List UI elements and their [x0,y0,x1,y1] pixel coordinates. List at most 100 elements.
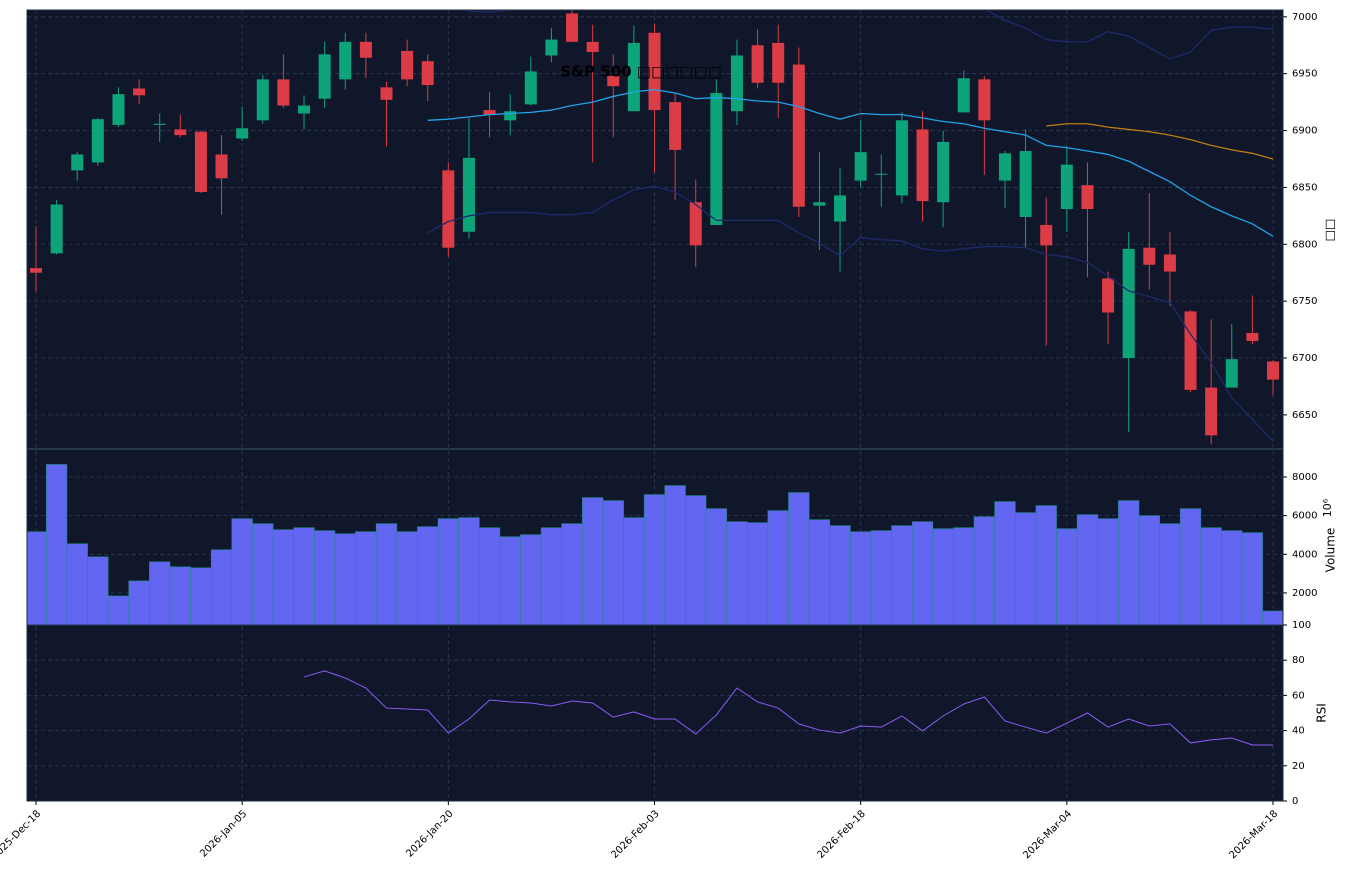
y-tick-label: 6700 [1292,353,1317,364]
candle-body [834,195,847,222]
volume-bar [1056,528,1078,625]
volume-bar [417,526,439,625]
candle-body [1143,247,1156,265]
x-tick-label: 2026-Feb-03 [609,808,661,860]
volume-bar [458,517,480,625]
volume-bar [272,529,295,625]
candle-body [71,154,84,171]
volume-bar [87,556,109,625]
candle-body [153,123,166,125]
y-tick-label: 7000 [1292,12,1317,23]
candle-body [277,79,290,106]
candle-body [1163,254,1176,272]
volume-bar [66,543,88,625]
candle-body [957,78,970,113]
candle-body [978,79,991,121]
volume-bar [128,580,150,625]
volume-bar [1241,532,1263,625]
candle-body [669,102,682,150]
candle-body [524,71,537,105]
candle-body [854,152,867,181]
volume-bar [664,485,686,625]
volume-bar [973,516,995,625]
volume-bar [911,521,934,625]
y-tick-label: 6800 [1292,239,1317,250]
candle-body [1019,151,1032,217]
volume-bar [396,531,418,625]
volume-bar [107,595,130,625]
volume-bar [623,517,645,625]
candle-body [1205,387,1218,436]
candles [30,10,1279,445]
candle-body [1246,332,1259,341]
candle-body [586,41,599,53]
overlay-line [427,88,1274,237]
candle-body [504,111,517,121]
y-tick-label: 6750 [1292,296,1317,307]
candle-body [772,42,785,83]
volume-bar [767,510,789,625]
candle-body [1060,164,1073,210]
y-axis-label: Volume [1324,528,1338,573]
volume-bar [334,533,356,625]
plot-layer [27,10,1283,802]
candle-body [359,41,372,58]
volume-bar [953,527,975,625]
candle-body [545,39,558,56]
candle-body [792,64,805,207]
candle-body [133,88,146,96]
candle-body [339,41,352,80]
candle-body [1102,278,1115,313]
candle-body [256,79,269,121]
volume-bar [437,518,459,625]
y-tick-label: 20 [1292,761,1305,772]
candle-body [174,129,187,136]
y-tick-label: 8000 [1292,472,1317,483]
volume-bar [932,528,954,625]
x-tick-label: 2026-Jan-20 [404,808,455,859]
volume-bar [169,566,191,625]
x-tick-label: 2025-Dec-18 [0,808,43,862]
volume-bar [788,492,810,625]
y-tick-label: 6000 [1292,511,1317,522]
y-tick-label: 80 [1292,655,1305,666]
candle-body [91,119,104,163]
candle-body [998,153,1011,181]
candle-body [442,170,455,248]
candle-body [1040,224,1053,246]
candle-body [710,93,723,225]
volume-bar [355,531,377,625]
candle-body [483,110,496,115]
candle-body [318,54,331,99]
volume-bar [850,531,872,625]
overlay-line [427,185,1274,442]
candle-body [380,87,393,100]
volume-bar [685,495,707,625]
y-tick-label: 40 [1292,726,1305,737]
volume-bar [1159,523,1181,625]
candle-body [751,45,764,83]
volume-bars [27,464,1283,625]
candle-body [689,202,702,246]
volume-bar [1035,505,1057,625]
volume-bar [726,521,748,625]
overlay-line [1046,123,1274,160]
volume-bar [870,530,892,625]
volume-bar [149,561,171,625]
volume-bar [746,522,769,625]
candle-body [730,55,743,112]
volume-bar [314,530,336,625]
candle-body [1122,248,1135,359]
candle-body [215,154,228,179]
candle-body [1081,185,1094,210]
candle-body [627,42,640,112]
volume-bar [210,549,233,625]
volume-bar [808,519,831,625]
volume-bar [1138,515,1160,625]
volume-bar [994,501,1016,625]
volume-bar [540,527,563,625]
volume-bar [1076,514,1099,625]
volume-bar [231,518,253,625]
candle-body [462,157,475,232]
